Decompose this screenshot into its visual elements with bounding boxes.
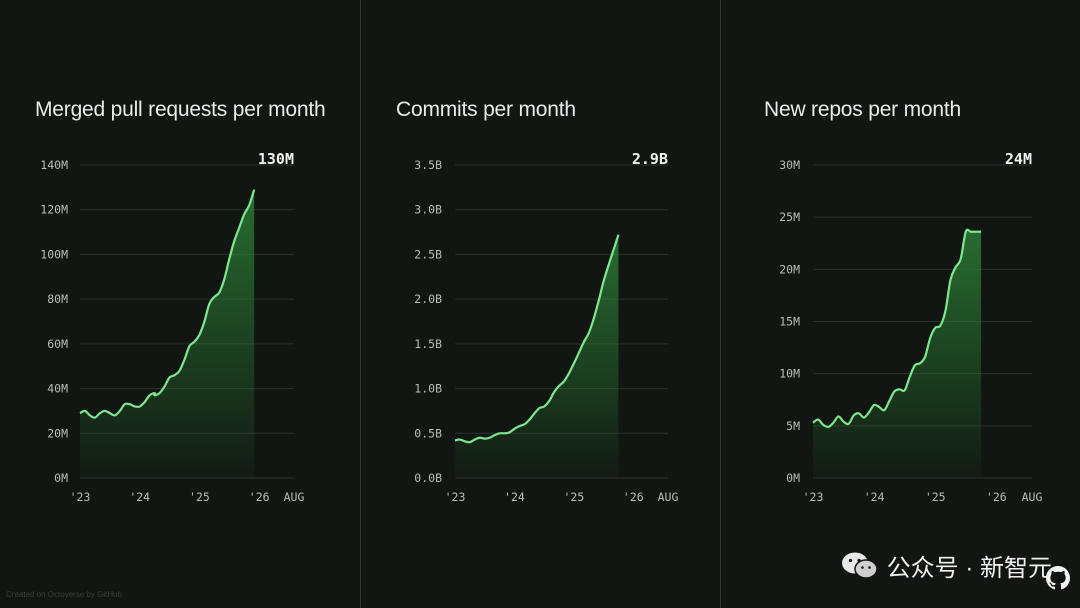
series-line [79,189,256,419]
watermark-text: 公众号 · 新智元 [886,555,1052,582]
y-tick-label: 15M [779,315,800,329]
chart-panel-commits: Commits per month 0.0B 0.5B 1.0B 1.5B 2.0B 2.… [361,0,720,608]
chart-title: New repos per month [764,98,961,121]
y-tick-label: 80M [47,292,68,306]
y-tick-label: 20M [779,262,800,276]
y-tick-label: 100M [40,247,68,261]
latest-value-label: 130M [258,150,294,168]
x-tick-label: '23 [70,490,91,504]
y-tick-label: 25M [779,210,800,224]
github-icon [1046,566,1070,590]
chart-panel-merged-prs: Merged pull requests per month 0M 20M 40M 6… [0,0,359,608]
x-tick-label: AUG [284,490,305,504]
series-area [813,229,982,478]
y-tick-label: 60M [47,337,68,351]
x-tick-label: '23 [803,490,824,504]
chart-commits: 0.0B 0.5B 1.0B 1.5B 2.0B 2.5B 3.0B 3.5B '23 '24 '2… [414,150,679,504]
panel-divider [360,0,361,608]
series-area [455,234,619,478]
chart-title: Commits per month [396,98,576,121]
y-tick-label: 40M [47,382,68,396]
series-area [80,189,255,479]
chart-panel-new-repos: New repos per month 0M 5M 10M 15M 20M 25M 30M '… [721,0,1080,608]
x-tick-label: '23 [445,490,466,504]
series-line [454,234,620,444]
x-tick-label: '26 [986,490,1007,504]
x-tick-label: '25 [189,490,210,504]
y-tick-label: 1.5B [414,337,442,351]
series-line [812,228,982,429]
latest-value-label: 2.9B [632,150,668,168]
x-tick-label: '25 [925,490,946,504]
x-tick-label: '26 [623,490,644,504]
x-tick-label: AUG [658,490,679,504]
chart-title: Merged pull requests per month [35,98,326,121]
panel-divider [720,0,721,608]
wechat-icon [841,552,878,579]
x-tick-label: '26 [249,490,270,504]
y-tick-label: 3.5B [414,158,442,172]
x-tick-label: '25 [563,490,584,504]
x-tick-label: '24 [504,490,525,504]
y-tick-label: 2.0B [414,292,442,306]
x-tick-label: '24 [129,490,150,504]
y-tick-label: 0.5B [414,426,442,440]
credit-text: Created on Octoverse by GitHub [6,590,123,599]
watermark: 公众号 · 新智元 [841,548,1052,583]
y-tick-label: 140M [40,158,68,172]
y-tick-label: 0M [786,471,800,485]
y-tick-label: 3.0B [414,203,442,217]
y-tick-label: 10M [779,367,800,381]
chart-merged-prs: 0M 20M 40M 60M 80M 100M 120M 140M '23 '24 '25 '26 AU… [40,150,305,504]
y-tick-label: 20M [47,426,68,440]
y-tick-label: 2.5B [414,247,442,261]
y-tick-label: 1.0B [414,382,442,396]
y-tick-label: 0.0B [414,471,442,485]
y-tick-label: 5M [786,419,800,433]
x-tick-label: AUG [1022,490,1043,504]
latest-value-label: 24M [1005,150,1032,168]
y-tick-label: 120M [40,203,68,217]
y-tick-label: 0M [54,471,68,485]
y-tick-label: 30M [779,158,800,172]
chart-new-repos: 0M 5M 10M 15M 20M 25M 30M '23 '24 '25 '26 AUG 24M [779,150,1043,504]
x-tick-label: '24 [864,490,885,504]
